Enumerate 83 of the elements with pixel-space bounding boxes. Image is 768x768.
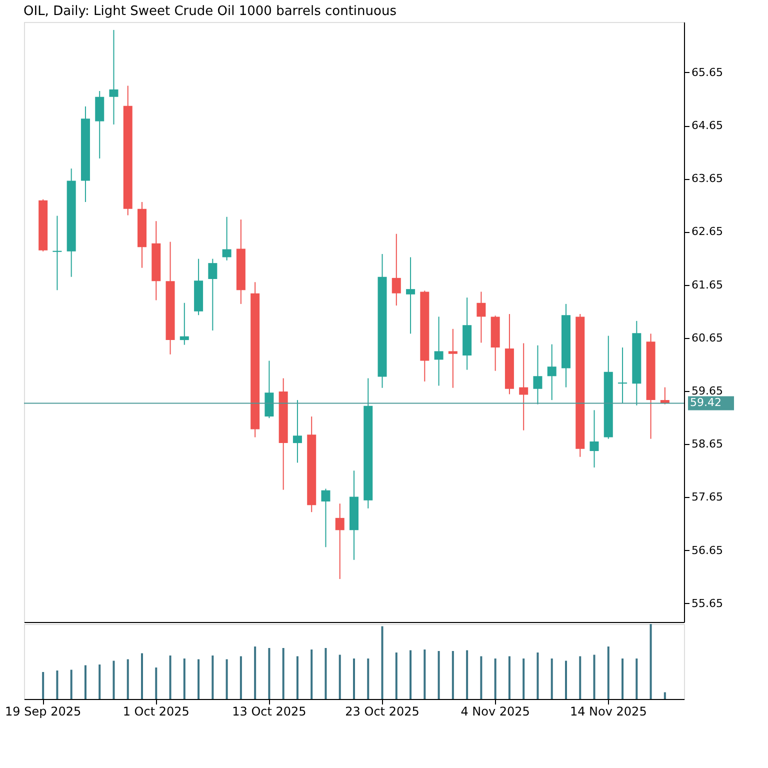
bar [522, 658, 525, 699]
candlestick [406, 256, 416, 334]
ref-line-label: 59.42 [690, 396, 722, 410]
bar [324, 648, 327, 699]
bar [212, 656, 214, 699]
y-tick-label: 61.65 [692, 278, 723, 292]
bar [381, 626, 384, 699]
bar [424, 650, 426, 699]
candlestick [618, 346, 628, 404]
candlestick [519, 342, 528, 431]
candlestick [448, 328, 458, 388]
bar [438, 651, 440, 699]
candlestick [208, 258, 218, 331]
bar [607, 646, 610, 699]
y-tick-label: 59.65 [692, 384, 723, 398]
bar [126, 659, 129, 699]
candlestick [264, 360, 274, 419]
candlestick [180, 302, 189, 346]
x-tick-label: 1 Oct 2025 [122, 704, 190, 718]
candlestick [476, 291, 486, 344]
y-tick-label: 57.65 [692, 490, 723, 504]
candlestick [109, 29, 118, 125]
bar [198, 659, 200, 699]
bar [42, 672, 44, 699]
bar [466, 650, 468, 699]
candlestick [547, 344, 556, 401]
bar [98, 664, 101, 699]
x-tick-label: 14 Nov 2025 [570, 704, 647, 718]
bar [240, 656, 242, 699]
y-tick-label: 62.65 [692, 225, 723, 238]
bar [664, 692, 666, 699]
y-tick-label: 64.65 [692, 119, 723, 132]
bar [536, 652, 539, 699]
bar [367, 658, 370, 699]
bar [169, 656, 172, 699]
bar [183, 658, 186, 699]
bar [353, 658, 355, 699]
bar [508, 656, 510, 699]
bar [254, 646, 256, 699]
bar [112, 660, 115, 699]
candlestick [335, 503, 344, 580]
bar [480, 656, 482, 699]
x-tick-label: 23 Oct 2025 [345, 704, 420, 718]
x-tick-label: 4 Nov 2025 [460, 704, 530, 718]
y-tick-label: 55.65 [692, 596, 723, 610]
candlestick [590, 410, 599, 468]
candlestick [321, 488, 330, 548]
bar [593, 654, 596, 699]
bar [636, 658, 638, 699]
candlestick [292, 400, 302, 464]
bar [550, 658, 553, 699]
y-tick-label: 65.65 [692, 66, 723, 79]
candlestick [533, 344, 542, 405]
chart-title: OIL, Daily: Light Sweet Crude Oil 1000 barrels continuous [24, 4, 397, 19]
bar [141, 653, 144, 699]
candlestick [392, 233, 401, 306]
bar [579, 656, 582, 699]
bar [226, 659, 228, 699]
bar [296, 656, 298, 699]
bar [622, 658, 624, 699]
bar [395, 652, 398, 699]
x-tick-label: 19 Sep 2025 [5, 704, 82, 718]
bar [268, 648, 270, 699]
bar [70, 670, 72, 699]
bar [650, 624, 652, 699]
bar [564, 660, 567, 699]
x-tick-label: 13 Oct 2025 [232, 704, 306, 718]
candlestick [222, 216, 232, 261]
bar [84, 665, 86, 699]
bar [452, 651, 454, 699]
bar [338, 654, 341, 699]
bar [410, 650, 412, 699]
y-tick-label: 56.65 [692, 544, 723, 557]
bar [155, 668, 158, 699]
y-tick-label: 60.65 [692, 331, 723, 344]
candlestick [52, 215, 62, 291]
y-tick-label: 63.65 [692, 172, 723, 186]
candlestick [434, 316, 444, 386]
bar [494, 658, 496, 699]
bar [56, 670, 58, 699]
y-tick-label: 58.65 [692, 438, 723, 451]
bar [310, 650, 313, 699]
bar [282, 648, 284, 699]
